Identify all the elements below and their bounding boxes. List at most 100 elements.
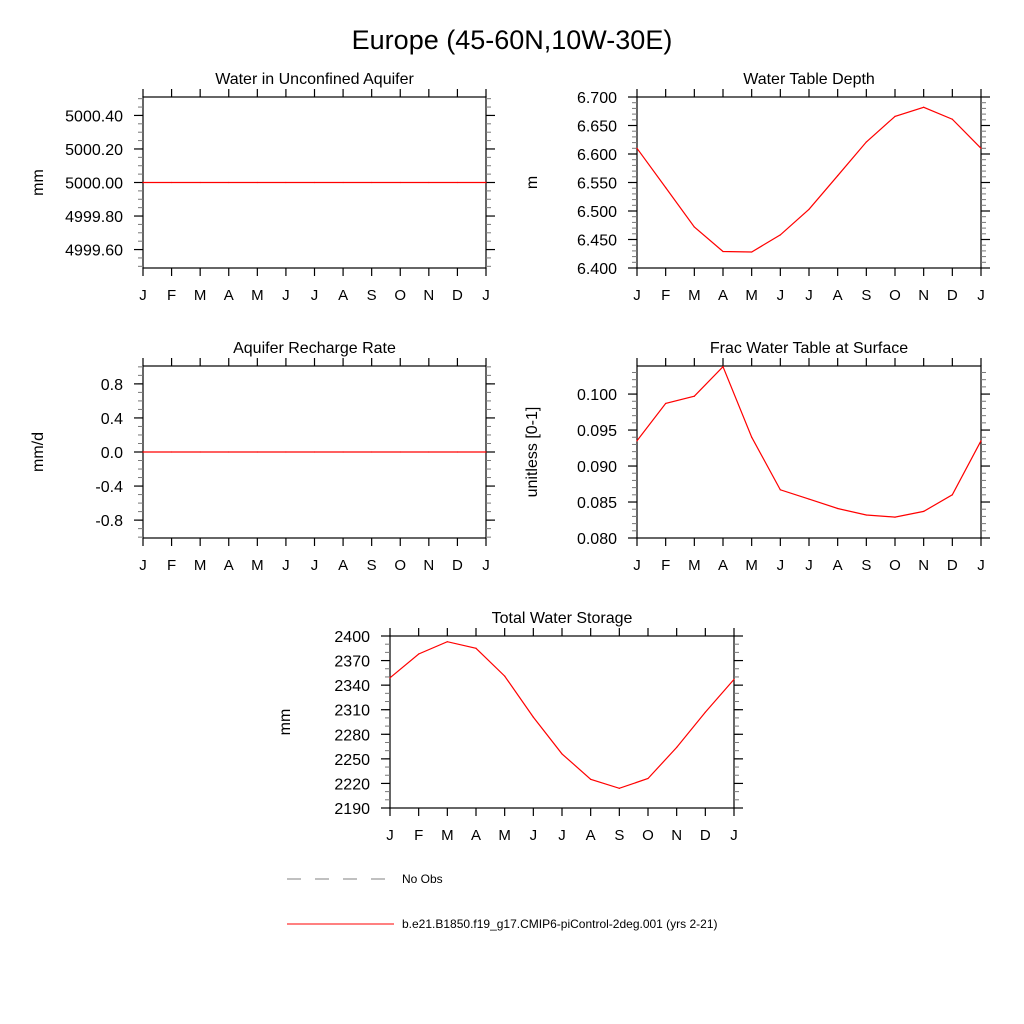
y-axis-label: m: [524, 176, 541, 189]
data-point: [342, 451, 344, 453]
x-tick-label: M: [194, 287, 207, 304]
x-tick-label: J: [777, 287, 785, 304]
y-axis-label: unitless [0-1]: [524, 407, 541, 498]
y-tick-label: 0.100: [577, 387, 617, 404]
y-tick-label: 6.700: [577, 90, 617, 107]
x-tick-label: A: [833, 287, 843, 304]
x-tick-label: M: [745, 557, 758, 574]
data-point: [923, 106, 925, 108]
x-tick-label: J: [633, 557, 641, 574]
data-point: [733, 678, 735, 681]
y-tick-label: 0.090: [577, 459, 617, 476]
y-tick-label: 4999.60: [65, 243, 123, 260]
data-point: [199, 451, 201, 453]
data-point: [342, 181, 344, 184]
data-point: [170, 451, 173, 453]
x-tick-label: F: [661, 557, 670, 574]
x-tick-label: F: [167, 557, 176, 574]
data-point: [256, 181, 258, 184]
data-point: [808, 208, 810, 210]
x-tick-label: J: [482, 287, 490, 304]
data-point: [636, 147, 638, 149]
legend-obs-label: No Obs: [402, 872, 443, 886]
x-tick-label: A: [224, 557, 234, 574]
x-tick-label: N: [423, 557, 434, 574]
x-tick-label: J: [977, 287, 985, 304]
x-tick-label: A: [471, 827, 481, 844]
data-point: [399, 181, 401, 184]
x-tick-label: A: [338, 287, 348, 304]
data-point: [389, 677, 391, 679]
x-tick-label: M: [688, 287, 701, 304]
y-tick-label: 5000.40: [65, 108, 123, 125]
y-tick-label: 0.080: [577, 531, 617, 548]
x-tick-label: A: [586, 827, 596, 844]
data-point: [313, 451, 316, 453]
x-tick-label: N: [671, 827, 682, 844]
x-tick-label: D: [947, 287, 958, 304]
y-axis-label: mm: [30, 169, 47, 196]
data-point: [951, 494, 953, 496]
data-point: [428, 451, 430, 453]
x-tick-label: F: [661, 287, 670, 304]
data-point: [647, 777, 649, 780]
x-tick-label: M: [745, 287, 758, 304]
data-point: [371, 451, 373, 453]
x-tick-label: O: [889, 557, 901, 574]
x-tick-label: J: [311, 287, 319, 304]
data-point: [228, 451, 230, 453]
data-point: [894, 115, 896, 117]
x-tick-label: S: [614, 827, 624, 844]
x-tick-label: N: [918, 287, 929, 304]
data-point: [865, 514, 867, 516]
data-point: [199, 181, 201, 184]
y-tick-label: -0.4: [95, 479, 123, 496]
figure-title: Europe (45-60N,10W-30E): [352, 25, 673, 55]
data-point: [722, 250, 724, 253]
y-tick-label: 2310: [334, 703, 370, 720]
data-point: [665, 187, 667, 189]
data-point: [779, 234, 781, 236]
x-tick-label: S: [367, 287, 377, 304]
data-point: [142, 181, 144, 184]
x-tick-label: J: [777, 557, 785, 574]
panel-title: Aquifer Recharge Rate: [233, 340, 396, 357]
x-tick-label: D: [452, 287, 463, 304]
x-tick-label: D: [700, 827, 711, 844]
panel-title: Water Table Depth: [743, 71, 875, 88]
x-tick-label: D: [452, 557, 463, 574]
y-tick-label: 4999.80: [65, 209, 123, 226]
y-tick-label: 5000.00: [65, 176, 123, 193]
data-point: [779, 489, 781, 491]
data-point: [142, 451, 144, 453]
y-tick-label: 5000.20: [65, 142, 123, 159]
x-tick-label: J: [558, 827, 566, 844]
x-tick-label: M: [498, 827, 511, 844]
y-axis-label: mm: [277, 709, 294, 736]
x-tick-label: J: [633, 287, 641, 304]
data-point: [590, 778, 592, 780]
x-tick-label: O: [642, 827, 654, 844]
x-tick-label: M: [441, 827, 454, 844]
x-tick-label: J: [482, 557, 490, 574]
data-point: [693, 226, 695, 228]
x-tick-label: N: [918, 557, 929, 574]
x-tick-label: J: [805, 287, 813, 304]
x-tick-label: A: [718, 287, 728, 304]
data-point: [428, 181, 430, 184]
data-point: [399, 451, 401, 453]
y-tick-label: 6.650: [577, 119, 617, 136]
x-tick-label: A: [338, 557, 348, 574]
y-tick-label: 0.8: [101, 377, 123, 394]
y-tick-label: 6.500: [577, 204, 617, 221]
data-point: [751, 251, 753, 253]
y-tick-label: 6.550: [577, 176, 617, 193]
x-tick-label: A: [224, 287, 234, 304]
data-point: [456, 181, 459, 184]
data-point: [371, 181, 373, 184]
y-tick-label: 2400: [334, 629, 370, 646]
x-tick-label: J: [282, 557, 290, 574]
data-point: [665, 402, 667, 405]
